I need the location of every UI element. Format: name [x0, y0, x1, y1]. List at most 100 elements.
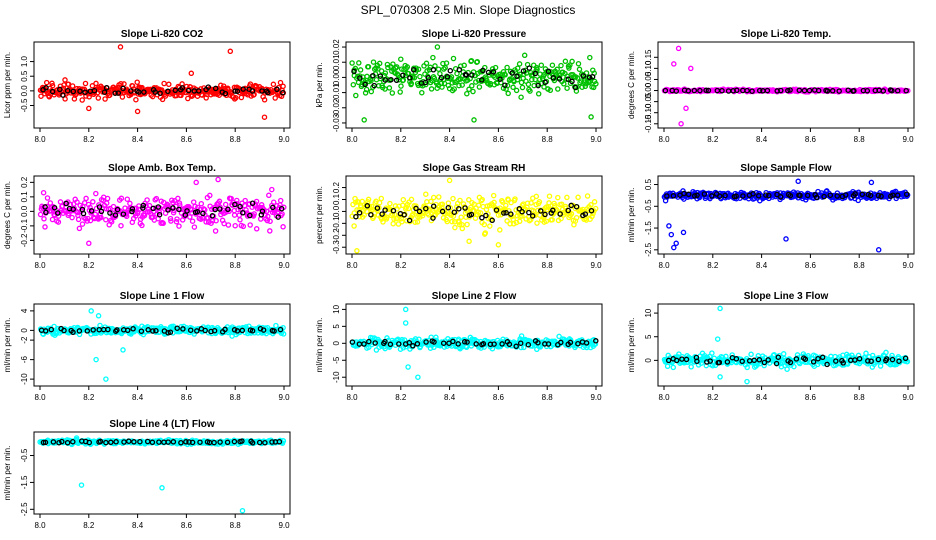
slope-li-820-temp-point	[691, 87, 698, 94]
slope-li-820-temp-outlier-point	[671, 61, 677, 67]
slope-gas-stream-rh-point	[504, 218, 510, 224]
slope-line-3-flow-point	[716, 359, 723, 366]
slope-li-820-pressure-point	[556, 76, 563, 82]
slope-gas-stream-rh-title: Slope Gas Stream RH	[423, 163, 526, 174]
slope-line-2-flow-ytick-label: -5	[332, 356, 341, 364]
slope-gas-stream-rh-point	[379, 211, 385, 217]
slope-amb-box-temp-point	[40, 189, 47, 196]
slope-line-3-flow-xtick-label: 8.2	[707, 393, 719, 402]
slope-amb-box-temp-point	[246, 201, 253, 207]
slope-li-820-pressure-point	[444, 74, 451, 80]
slope-amb-box-temp-point	[212, 228, 219, 234]
slope-li-820-co2-point	[60, 92, 66, 98]
slope-gas-stream-rh-point	[456, 221, 463, 228]
slope-amb-box-temp-point	[77, 202, 83, 209]
slope-line-2-flow-point	[463, 344, 470, 351]
slope-amb-box-temp-point	[267, 228, 273, 234]
slope-line-2-flow-point	[455, 341, 461, 347]
slope-gas-stream-rh-point	[493, 207, 500, 213]
slope-gas-stream-rh-point	[528, 200, 534, 206]
slope-li-820-pressure-point	[550, 75, 557, 81]
slope-gas-stream-rh-outlier-point	[495, 242, 502, 248]
slope-gas-stream-rh-point	[503, 202, 509, 209]
slope-sample-flow-outlier-point	[668, 231, 675, 238]
slope-li-820-pressure-point	[364, 73, 370, 80]
slope-li-820-co2-point	[128, 88, 134, 94]
slope-li-820-pressure-point	[349, 60, 355, 66]
slope-li-820-pressure-ytick-label: -0.03	[332, 113, 341, 132]
slope-line-2-flow-outlier-point	[415, 374, 421, 380]
slope-line-1-flow-ytick-label: -10	[20, 373, 29, 385]
slope-li-820-co2-point	[162, 93, 169, 99]
slope-li-820-co2-point	[112, 90, 118, 96]
slope-amb-box-temp-point	[209, 213, 216, 219]
slope-amb-box-temp-point	[242, 197, 248, 204]
slope-line-2-flow-point	[399, 336, 405, 343]
slope-line-3-flow-point	[751, 357, 757, 364]
slope-li-820-pressure-point	[586, 74, 593, 81]
slope-line-3-flow-point	[787, 359, 794, 366]
slope-line-2-flow-point	[440, 340, 447, 346]
slope-li-820-pressure-point	[439, 84, 445, 90]
slope-li-820-co2-point	[95, 95, 102, 101]
slope-li-820-temp-xtick-label: 8.0	[658, 135, 670, 144]
slope-sample-flow-ytick-label: -1.5	[644, 221, 653, 235]
slope-li-820-pressure-point	[398, 83, 404, 89]
slope-line-2-flow-point	[414, 341, 421, 347]
slope-line-4-lt-flow-panel: Slope Line 4 (LT) Flow ml/min per min. 8.0…	[3, 419, 291, 530]
slope-line-3-flow-point	[739, 358, 745, 365]
slope-li-820-co2-point	[270, 81, 277, 88]
slope-line-2-flow-point	[545, 341, 552, 347]
slope-li-820-temp-ytick-label: -0.15	[644, 114, 653, 133]
slope-sample-flow-point	[903, 191, 910, 197]
slope-li-820-pressure-point	[456, 66, 463, 73]
slope-li-820-co2-point	[89, 83, 96, 89]
slope-amb-box-temp-point	[225, 206, 231, 213]
slope-li-820-pressure-point	[480, 67, 486, 74]
slope-gas-stream-rh-point	[406, 217, 413, 224]
slope-sample-flow-outlier-point	[673, 240, 679, 247]
slope-li-820-pressure-point	[497, 76, 503, 82]
slope-li-820-co2-point	[277, 79, 284, 86]
slope-amb-box-temp-point	[191, 224, 198, 230]
slope-sample-flow-point	[733, 193, 739, 199]
slope-line-1-flow-point	[61, 327, 67, 334]
slope-amb-box-temp-point	[176, 223, 182, 229]
slope-line-3-flow-point	[664, 363, 671, 370]
slope-line-2-flow-point	[450, 338, 456, 345]
slope-amb-box-temp-panel: Slope Amb. Box Temp. degrees C per min. 8.…	[3, 163, 291, 270]
slope-gas-stream-rh-point	[565, 207, 571, 214]
slope-li-820-co2-point	[43, 79, 50, 86]
slope-amb-box-temp-point	[243, 207, 249, 213]
slope-gas-stream-rh-point	[508, 211, 514, 217]
slope-sample-flow-point	[709, 193, 715, 199]
slope-line-1-flow-xtick-label: 8.8	[230, 393, 242, 402]
slope-gas-stream-rh-xtick-label: 8.6	[493, 261, 505, 270]
slope-gas-stream-rh-point	[428, 198, 434, 205]
slope-line-3-flow-points	[661, 305, 911, 385]
slope-line-3-flow-point	[875, 356, 882, 363]
slope-li-820-co2-point	[49, 88, 56, 95]
slope-li-820-temp-point	[829, 88, 836, 94]
slope-gas-stream-rh-ylabel: percent per min.	[315, 186, 324, 244]
slope-amb-box-temp-point	[129, 206, 136, 212]
slope-sample-flow-point	[722, 192, 728, 199]
slope-amb-box-temp-point	[192, 203, 198, 210]
slope-line-3-flow-point	[665, 357, 672, 364]
slope-amb-box-temp-point	[173, 218, 180, 225]
slope-gas-stream-rh-point	[413, 203, 419, 209]
slope-line-2-flow-point	[567, 339, 574, 346]
slope-gas-stream-rh-xtick-label: 8.4	[444, 261, 456, 270]
slope-gas-stream-rh-xtick-label: 8.8	[542, 261, 554, 270]
slope-gas-stream-rh-point	[482, 230, 489, 236]
slope-li-820-pressure-point	[485, 69, 492, 76]
slope-sample-flow-point	[855, 197, 861, 204]
slope-line-3-flow-point	[883, 349, 889, 356]
slope-line-4-lt-flow-outlier-point	[239, 507, 246, 514]
slope-gas-stream-rh-point	[479, 214, 485, 221]
slope-li-820-pressure-point	[356, 73, 363, 79]
slope-line-2-flow-point	[461, 339, 468, 345]
slope-sample-flow-outlier-point	[795, 178, 801, 185]
slope-line-2-flow-xtick-label: 8.8	[542, 393, 554, 402]
slope-gas-stream-rh-point	[387, 200, 393, 207]
